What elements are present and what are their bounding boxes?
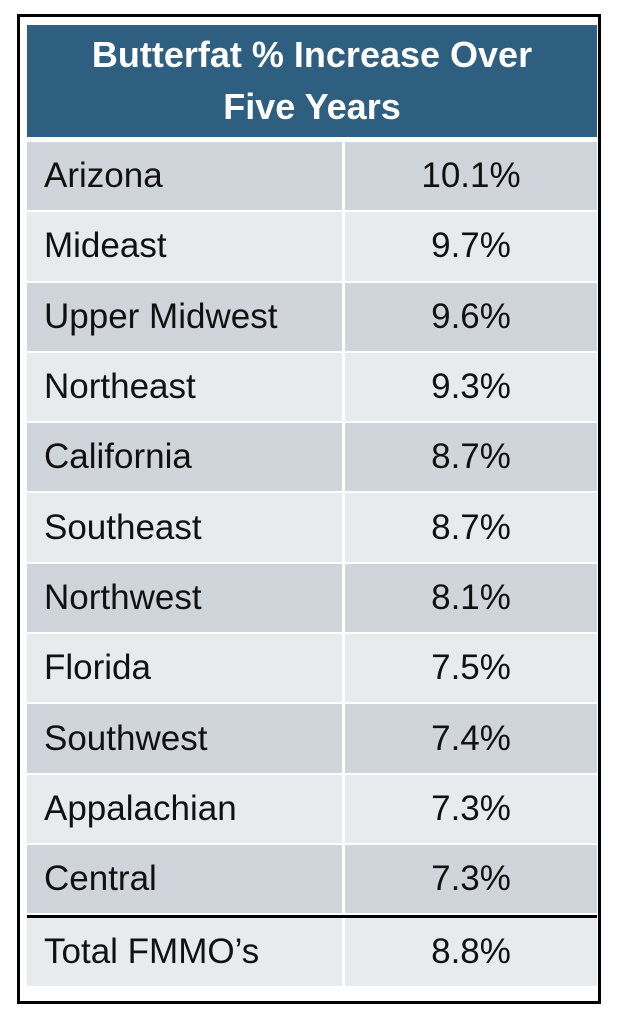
table-row: Mideast 9.7% xyxy=(27,212,597,283)
region-cell: Southeast xyxy=(27,493,345,562)
table-row: California 8.7% xyxy=(27,423,597,494)
table-row: Upper Midwest 9.6% xyxy=(27,282,597,353)
table-row: Central 7.3% xyxy=(27,844,597,916)
value-cell: 9.7% xyxy=(431,226,511,266)
table-row: Arizona 10.1% xyxy=(27,142,597,213)
value-cell: 7.4% xyxy=(431,718,511,758)
value-cell: 8.7% xyxy=(431,437,511,477)
table-row: Southwest 7.4% xyxy=(27,704,597,775)
butterfat-table: Butterfat % Increase Over Five Years Ari… xyxy=(27,25,597,986)
region-cell: Northwest xyxy=(27,563,345,633)
value-cell: 8.1% xyxy=(431,577,511,617)
value-cell: 9.6% xyxy=(431,296,511,336)
table-row: Southeast 8.7% xyxy=(27,493,597,564)
value-cell: 7.3% xyxy=(431,788,511,828)
total-row: Total FMMO’s 8.8% xyxy=(27,915,597,986)
value-cell: 10.1% xyxy=(421,156,521,196)
region-cell: Appalachian xyxy=(27,774,345,843)
value-cell: 7.3% xyxy=(431,859,511,899)
table-row: Northwest 8.1% xyxy=(27,563,597,635)
region-cell: Upper Midwest xyxy=(27,282,345,351)
region-cell: Arizona xyxy=(27,142,345,211)
table-row: Appalachian 7.3% xyxy=(27,774,597,845)
region-cell: Northeast xyxy=(27,352,345,422)
total-label: Total FMMO’s xyxy=(27,918,345,986)
region-cell: Central xyxy=(27,844,345,914)
table-frame: Butterfat % Increase Over Five Years Ari… xyxy=(17,14,601,1004)
value-cell: 9.3% xyxy=(431,367,511,407)
total-value: 8.8% xyxy=(431,931,511,971)
table-body: Arizona 10.1% Mideast 9.7% Upper Midwest 9.6%… xyxy=(27,142,597,916)
region-cell: California xyxy=(27,423,345,492)
value-cell: 8.7% xyxy=(431,507,511,547)
value-cell: 7.5% xyxy=(431,648,511,688)
table-title: Butterfat % Increase Over Five Years xyxy=(27,25,597,142)
region-cell: Florida xyxy=(27,634,345,703)
table-row: Florida 7.5% xyxy=(27,634,597,705)
table-row: Northeast 9.3% xyxy=(27,352,597,424)
region-cell: Mideast xyxy=(27,212,345,281)
region-cell: Southwest xyxy=(27,704,345,773)
